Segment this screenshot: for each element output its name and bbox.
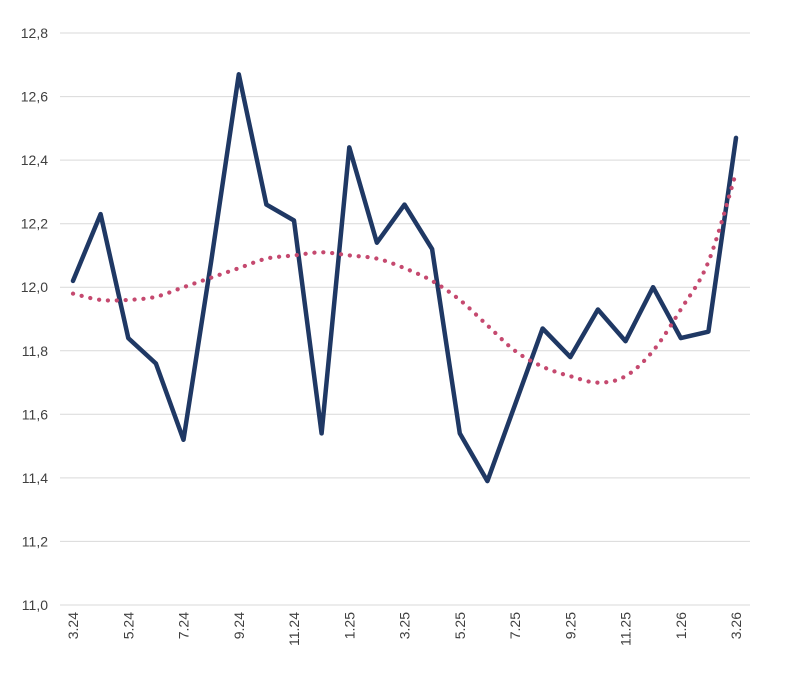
x-axis-tick-label: 5.24 (120, 612, 136, 639)
x-axis-tick-label: 7.25 (507, 612, 523, 639)
x-axis-tick-label: 11.25 (618, 612, 634, 646)
y-axis-tick-label: 12,0 (21, 279, 48, 295)
x-axis-tick-label: 5.25 (452, 612, 468, 639)
y-axis-tick-label: 11,6 (22, 406, 48, 422)
y-axis-tick-label: 11,2 (22, 533, 48, 549)
y-axis-tick-label: 12,2 (21, 216, 48, 232)
x-axis-tick-label: 11.24 (286, 612, 302, 646)
x-axis-tick-label: 1.25 (341, 612, 357, 639)
x-axis-tick-label: 3.24 (65, 612, 81, 639)
y-axis-tick-label: 11,8 (22, 343, 48, 359)
y-axis-tick-label: 12,4 (21, 152, 48, 168)
y-axis-tick-label: 12,6 (21, 89, 48, 105)
x-axis-tick-label: 7.24 (176, 612, 192, 639)
monthly-values-line (70, 72, 739, 484)
y-axis-tick-label: 11,0 (22, 597, 48, 613)
x-axis-tick-label: 9.25 (562, 612, 578, 639)
y-axis-tick-label: 11,4 (22, 470, 48, 486)
x-axis-tick-label: 3.26 (728, 612, 744, 639)
y-axis-tick-label: 12,8 (21, 25, 48, 41)
x-axis-tick-label: 3.25 (397, 612, 413, 639)
x-axis-tick-label: 1.26 (673, 612, 689, 639)
x-axis-tick-label: 9.24 (231, 612, 247, 639)
